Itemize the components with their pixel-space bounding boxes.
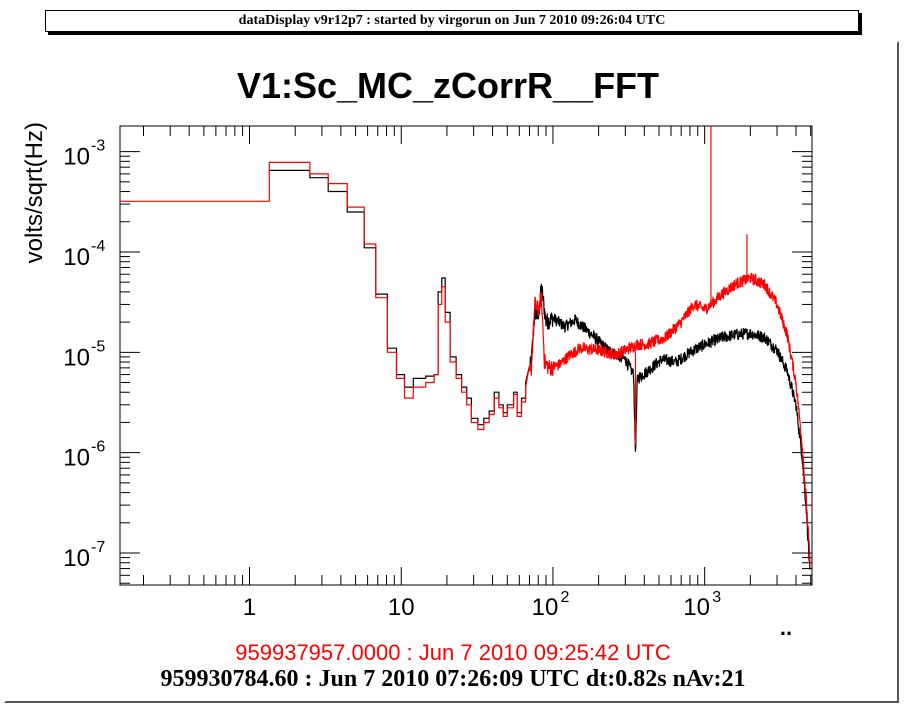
x-tick-label: 10: [683, 594, 710, 621]
y-tick-label: 10: [63, 144, 90, 171]
series-red-line: [120, 161, 811, 566]
y-tick-label: 10: [63, 445, 90, 472]
red-trace-timestamp: 959937957.0000 : Jun 7 2010 09:25:42 UTC: [235, 640, 671, 665]
chart-title: V1:Sc_MC_zCorrR__FFT: [237, 65, 659, 106]
y-tick-label: 10: [63, 244, 90, 271]
y-tick-exponent: -4: [91, 238, 105, 255]
canvas-frame: [4, 41, 899, 703]
y-tick-label: 10: [63, 344, 90, 371]
x-axis-extra-label: ..: [780, 615, 792, 640]
black-trace-timestamp: 959930784.60 : Jun 7 2010 07:26:09 UTC d…: [160, 666, 746, 692]
x-tick-label: 10: [388, 594, 415, 621]
x-tick-label: 10: [532, 594, 559, 621]
window-banner: dataDisplay v9r12p7 : started by virgoru…: [45, 10, 859, 32]
series-black-line: [269, 169, 811, 570]
y-tick-exponent: -6: [91, 439, 105, 456]
plot-area: [119, 125, 813, 586]
y-tick-exponent: -5: [91, 338, 105, 355]
plot-frame: [119, 125, 813, 586]
x-tick-exponent: 3: [712, 589, 721, 606]
x-tick-label: 1: [243, 594, 256, 621]
y-axis-label: volts/sqrt(Hz): [21, 122, 48, 263]
y-tick-label: 10: [63, 545, 90, 572]
y-tick-exponent: -7: [91, 539, 105, 556]
y-tick-exponent: -3: [91, 138, 105, 155]
x-tick-exponent: 2: [560, 589, 569, 606]
